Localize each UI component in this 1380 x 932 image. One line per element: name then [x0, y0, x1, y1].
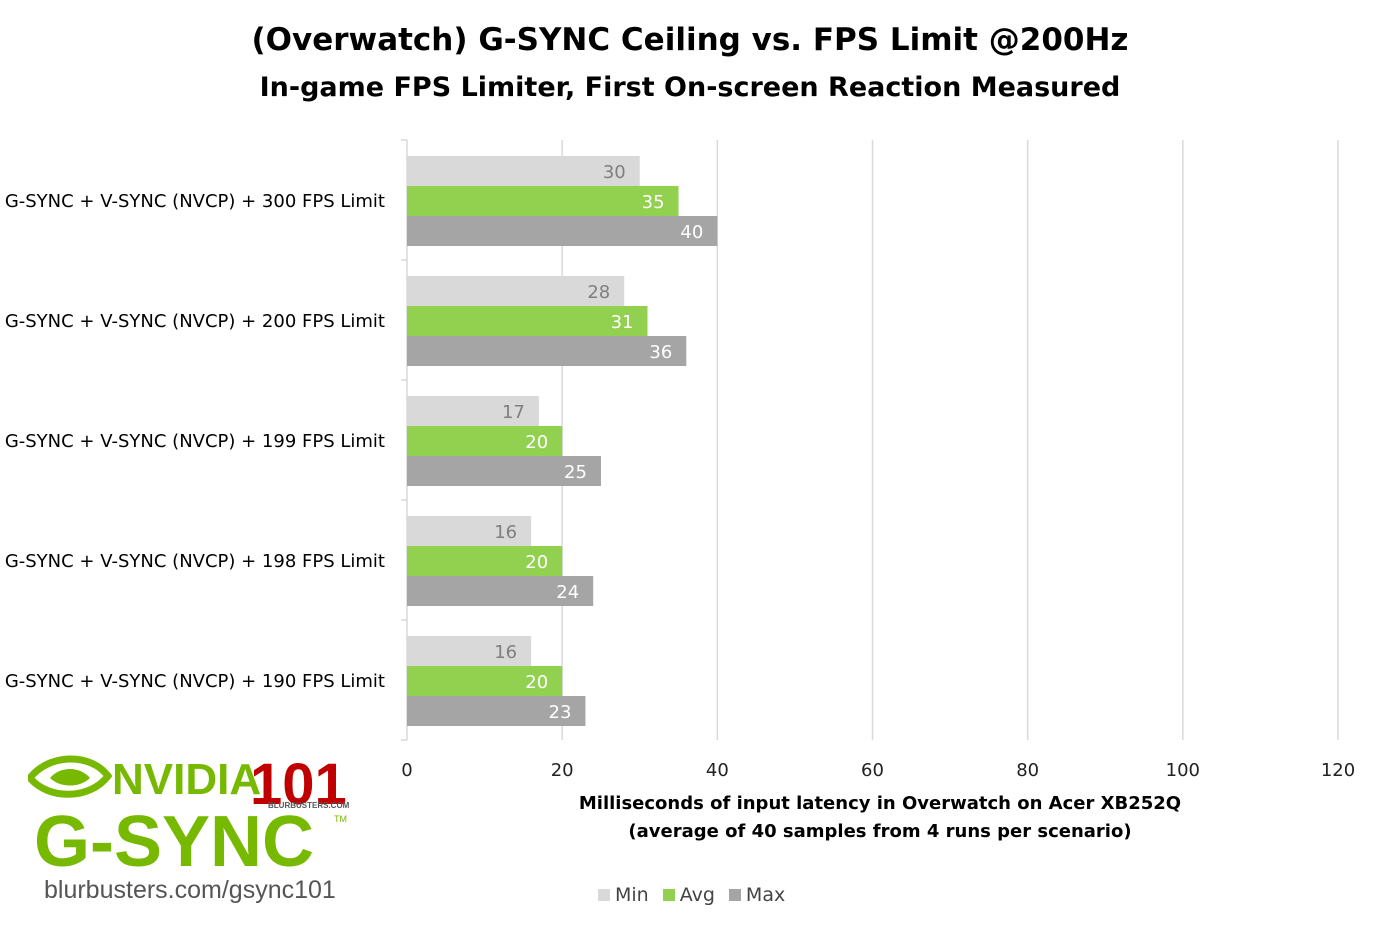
data-label-avg-0: 35: [642, 192, 665, 213]
data-label-min-3: 16: [494, 522, 517, 543]
chart-legend: Min Avg Max: [598, 884, 785, 906]
bar-min-0: [407, 156, 640, 186]
x-axis-label-line-1: Milliseconds of input latency in Overwat…: [578, 793, 1182, 814]
category-label-4: G-SYNC + V-SYNC (NVCP) + 190 FPS Limit: [5, 671, 385, 692]
data-label-avg-1: 31: [611, 312, 634, 333]
legend-label-max: Max: [745, 884, 786, 906]
gsync101-url: blurbusters.com/gsync101: [44, 876, 336, 904]
legend-swatch-max: [728, 889, 741, 901]
data-label-min-1: 28: [587, 282, 610, 303]
data-label-max-1: 36: [649, 342, 672, 363]
legend-item-max: Max: [728, 884, 786, 906]
bar-max-1: [407, 336, 687, 366]
nvidia-gsync-logo: NVIDIA 101 BLURBUSTERS.COM G-SYNC TM: [28, 752, 350, 882]
gsync-wordmark: G-SYNC: [34, 802, 314, 882]
data-label-avg-3: 20: [525, 552, 548, 573]
data-label-min-4: 16: [494, 642, 517, 663]
x-tick-label-0: 0: [401, 760, 412, 781]
trademark-mark: TM: [334, 814, 347, 824]
bar-min-2: [407, 396, 539, 426]
data-label-max-4: 23: [549, 702, 572, 723]
bar-avg-2: [407, 426, 563, 456]
bar-min-3: [407, 516, 532, 546]
x-tick-label-60: 60: [861, 760, 884, 781]
bar-avg-1: [407, 306, 648, 336]
data-label-min-0: 30: [603, 162, 626, 183]
chart-subtitle: In-game FPS Limiter, First On-screen Rea…: [259, 72, 1121, 103]
nvidia-eye-icon: [28, 755, 113, 798]
bar-min-1: [407, 276, 625, 306]
legend-swatch-avg: [662, 889, 675, 901]
data-label-avg-2: 20: [525, 432, 548, 453]
category-label-0: G-SYNC + V-SYNC (NVCP) + 300 FPS Limit: [5, 191, 385, 212]
bar-min-4: [407, 636, 532, 666]
chart-title: (Overwatch) G-SYNC Ceiling vs. FPS Limit…: [251, 22, 1129, 58]
legend-label-avg: Avg: [679, 884, 715, 906]
x-tick-label-120: 120: [1321, 760, 1355, 781]
blurbusters-badge-text: BLURBUSTERS.COM: [268, 801, 350, 810]
gsync101-badge: 101: [250, 752, 347, 817]
bar-max-2: [407, 456, 601, 486]
legend-item-min: Min: [598, 884, 649, 906]
nvidia-wordmark: NVIDIA: [112, 755, 261, 804]
data-label-avg-4: 20: [525, 672, 548, 693]
bar-avg-4: [407, 666, 563, 696]
bar-max-4: [407, 696, 586, 726]
x-axis-label-line-2: (average of 40 samples from 4 runs per s…: [628, 821, 1132, 842]
x-tick-label-40: 40: [706, 760, 729, 781]
legend-label-min: Min: [615, 884, 649, 906]
data-label-max-3: 24: [556, 582, 579, 603]
category-label-1: G-SYNC + V-SYNC (NVCP) + 200 FPS Limit: [5, 311, 385, 332]
legend-item-avg: Avg: [662, 884, 715, 906]
bar-max-3: [407, 576, 594, 606]
legend-swatch-min: [598, 889, 610, 901]
bar-avg-3: [407, 546, 563, 576]
data-label-min-2: 17: [502, 402, 525, 423]
x-tick-label-20: 20: [551, 760, 574, 781]
bar-avg-0: [407, 186, 679, 216]
data-label-max-0: 40: [680, 222, 703, 243]
x-tick-label-100: 100: [1166, 760, 1200, 781]
category-label-2: G-SYNC + V-SYNC (NVCP) + 199 FPS Limit: [5, 431, 385, 452]
x-tick-label-80: 80: [1016, 760, 1039, 781]
bar-max-0: [407, 216, 718, 246]
category-label-3: G-SYNC + V-SYNC (NVCP) + 198 FPS Limit: [5, 551, 385, 572]
data-label-max-2: 25: [564, 462, 587, 483]
